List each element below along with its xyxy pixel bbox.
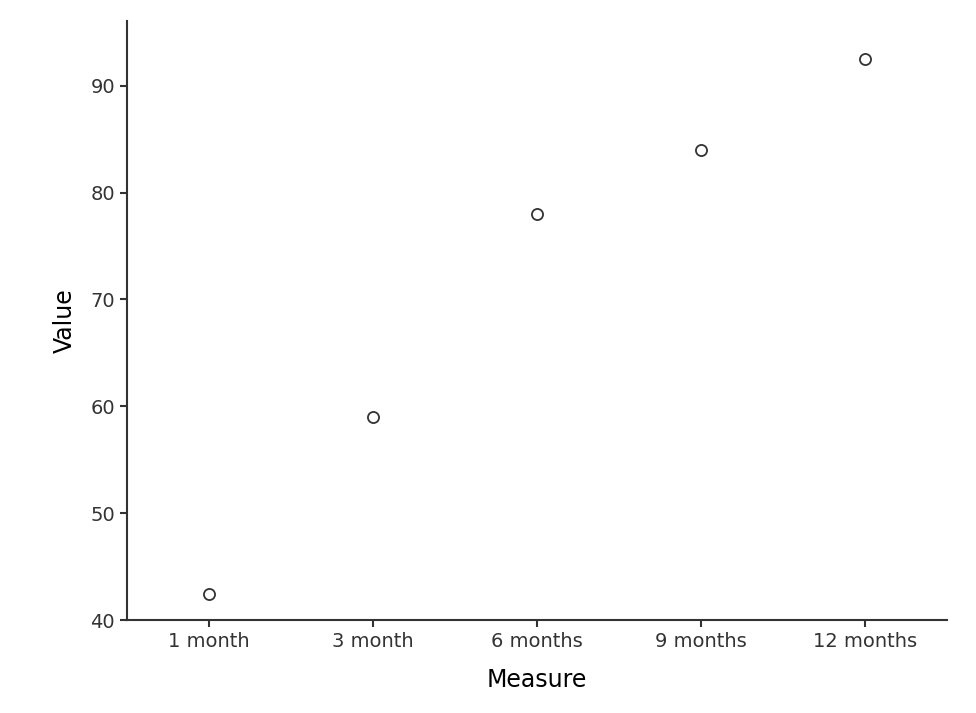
X-axis label: Measure: Measure [487,668,587,692]
Point [693,144,709,155]
Y-axis label: Value: Value [53,289,76,353]
Point [365,411,381,423]
Point [857,53,873,65]
Point [529,208,545,220]
Point [201,588,217,599]
